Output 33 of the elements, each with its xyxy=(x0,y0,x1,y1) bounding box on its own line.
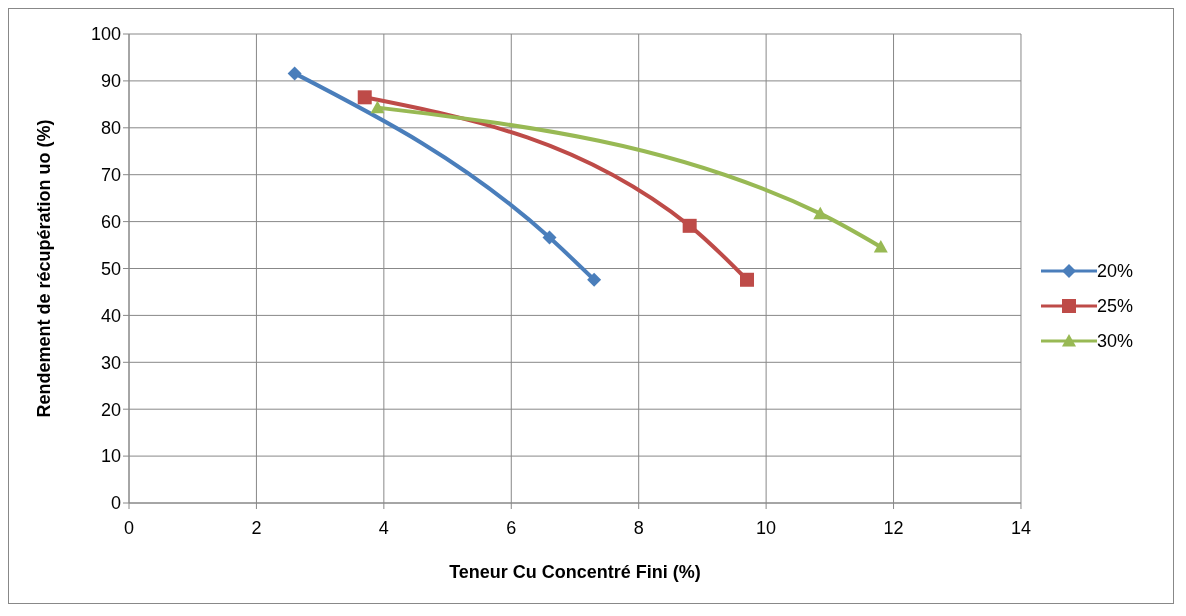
x-axis-title: Teneur Cu Concentré Fini (%) xyxy=(449,562,701,582)
y-tick-label: 60 xyxy=(100,211,121,232)
point xyxy=(370,100,385,114)
point xyxy=(587,272,602,287)
point xyxy=(740,272,755,287)
legend-label: 25% xyxy=(1096,295,1133,317)
legend-label: 30% xyxy=(1096,330,1133,352)
y-axis-title: Rendement de récupération uo (%) xyxy=(34,119,55,418)
point xyxy=(682,218,697,233)
y-tick-label: 10 xyxy=(100,446,121,467)
point xyxy=(873,239,888,253)
y-tick-label: 40 xyxy=(100,305,121,326)
x-tick-label: 4 xyxy=(378,517,389,538)
point xyxy=(813,206,828,220)
x-tick-label: 0 xyxy=(123,517,135,538)
x-tick-label: 8 xyxy=(633,517,644,538)
y-tick-label: 50 xyxy=(100,258,121,279)
point xyxy=(542,230,557,245)
y-tick-label: 80 xyxy=(100,118,121,139)
y-tick-label: 30 xyxy=(100,352,121,373)
y-tick-label: 70 xyxy=(100,165,121,186)
point xyxy=(357,90,372,105)
x-tick-label: 12 xyxy=(883,517,904,538)
x-tick-label: 2 xyxy=(251,517,262,538)
x-tick-label: 6 xyxy=(506,517,517,538)
x-tick-label: 14 xyxy=(1010,517,1031,538)
legend-label: 20% xyxy=(1096,260,1133,282)
y-tick-label: 90 xyxy=(100,71,121,92)
y-tick-label: 100 xyxy=(90,24,121,45)
x-tick-label: 10 xyxy=(756,517,777,538)
y-tick-label: 20 xyxy=(100,399,121,420)
point xyxy=(287,66,302,81)
y-tick-label: 0 xyxy=(110,493,121,514)
